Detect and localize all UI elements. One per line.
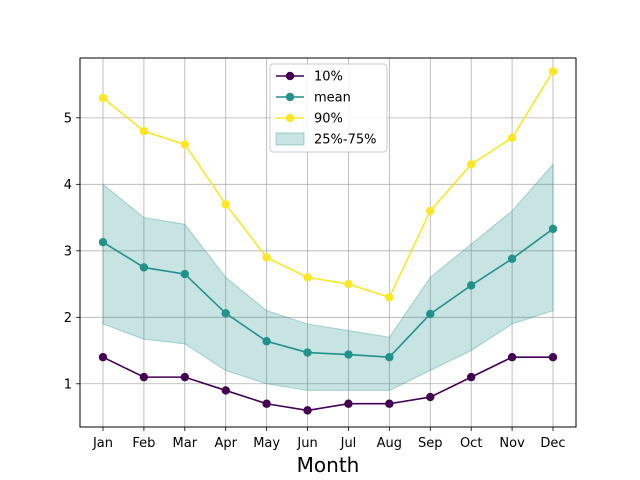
- data-point: [303, 406, 312, 415]
- legend-label: 25%-75%: [314, 133, 376, 148]
- data-point: [262, 253, 271, 262]
- data-point: [303, 273, 312, 282]
- x-tick-label: Dec: [540, 436, 565, 451]
- data-point: [548, 67, 558, 76]
- x-tick-label: Feb: [132, 436, 155, 451]
- data-point: [344, 350, 353, 359]
- legend-marker: [285, 92, 295, 102]
- y-tick-label: 4: [64, 178, 72, 193]
- x-axis-label: Month: [297, 453, 360, 477]
- data-point: [98, 352, 108, 362]
- data-point: [98, 93, 108, 103]
- data-point: [507, 254, 517, 263]
- data-point: [98, 237, 108, 247]
- data-point: [385, 293, 394, 302]
- data-point: [344, 399, 353, 408]
- data-point: [507, 352, 517, 362]
- series-mean: [98, 224, 558, 362]
- data-point: [466, 281, 476, 290]
- data-point: [466, 160, 476, 169]
- legend-marker: [285, 113, 295, 123]
- data-point: [139, 372, 149, 382]
- x-tick-label: Oct: [460, 436, 482, 451]
- data-point: [385, 399, 394, 408]
- band-25-75: [102, 163, 554, 391]
- x-tick-label: Nov: [499, 436, 525, 451]
- x-tick-label: Jan: [92, 436, 113, 451]
- data-point: [426, 392, 435, 402]
- data-point: [548, 352, 558, 362]
- data-point: [426, 309, 435, 319]
- series-line: [102, 70, 554, 299]
- x-tick-label: Jun: [296, 436, 317, 451]
- series-layer: [98, 67, 558, 415]
- data-point: [180, 140, 190, 149]
- data-point: [385, 352, 394, 362]
- data-point: [466, 372, 476, 382]
- data-point: [507, 133, 517, 142]
- data-point: [303, 348, 312, 357]
- data-point: [221, 309, 230, 318]
- legend-marker: [285, 71, 295, 81]
- legend-label: 90%: [314, 112, 343, 127]
- grid: [80, 58, 576, 427]
- series-line: [102, 228, 554, 359]
- data-point: [139, 263, 149, 272]
- data-point: [221, 386, 230, 395]
- plot-frame: [79, 57, 577, 428]
- series-90: [98, 67, 558, 302]
- legend-band-swatch: [275, 132, 305, 146]
- x-tick-label: Apr: [214, 436, 237, 451]
- y-tick-label: 1: [64, 377, 72, 392]
- x-tick-label: Aug: [377, 436, 402, 451]
- series-line: [102, 356, 553, 412]
- y-axis-ticks: 1 2 3 4 5: [64, 111, 80, 392]
- x-tick-label: Sep: [418, 436, 443, 451]
- data-point: [548, 224, 558, 234]
- y-tick-label: 5: [64, 111, 72, 126]
- legend-box: [269, 63, 388, 153]
- y-tick-label: 3: [64, 244, 72, 259]
- y-tick-label: 2: [64, 311, 72, 326]
- x-tick-label: Jul: [340, 436, 357, 451]
- legend: 10% mean 90% 25%-75%: [269, 63, 388, 153]
- legend-label: 10%: [314, 70, 343, 85]
- series-10: [98, 352, 558, 415]
- x-tick-label: Mar: [173, 436, 198, 451]
- data-point: [139, 126, 149, 136]
- data-point: [221, 200, 230, 209]
- x-tick-label: May: [253, 436, 280, 451]
- x-axis-ticks: Jan Feb Mar Apr May Jun Jul Aug Sep Oct Nov Dec: [92, 427, 566, 451]
- band-layer: [102, 163, 554, 391]
- data-point: [262, 399, 271, 408]
- data-point: [180, 372, 190, 382]
- data-point: [180, 269, 190, 279]
- legend-label: mean: [314, 91, 351, 106]
- data-point: [262, 337, 271, 346]
- data-point: [426, 206, 435, 216]
- data-point: [344, 279, 353, 289]
